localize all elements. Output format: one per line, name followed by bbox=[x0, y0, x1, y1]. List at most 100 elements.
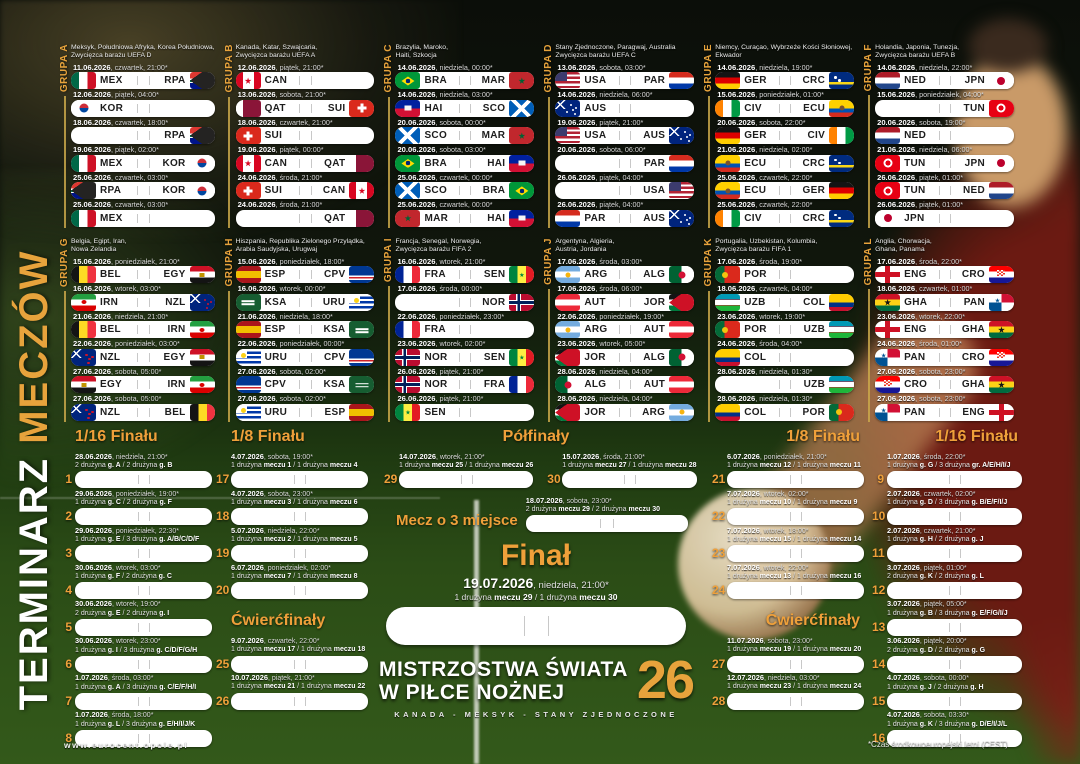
match-teams: 1 drużyna g. J / 2 drużyna g. H bbox=[887, 683, 984, 691]
mex-flag-icon bbox=[71, 209, 96, 227]
match-row: 14.06.2026, niedziela, 06:00* AUS bbox=[555, 90, 695, 117]
group-teams-line: Haiti, Szkocja bbox=[395, 52, 437, 60]
match-number: 26 bbox=[216, 693, 230, 708]
qat-flag-icon bbox=[235, 99, 261, 117]
score-divider bbox=[950, 297, 952, 307]
group-content: Belgia, Egipt, Iran, Nowa Zelandia 15.06.2… bbox=[71, 238, 215, 422]
home-team-code: ALG bbox=[584, 379, 607, 391]
home-team-code: PAR bbox=[584, 212, 606, 224]
score-divider bbox=[137, 407, 139, 417]
score-divider bbox=[148, 407, 150, 417]
group-divider-line bbox=[228, 96, 231, 228]
match-row: 21.06.2026, niedziela, 02:00* ECU CRC bbox=[715, 145, 855, 172]
uzb-flag-icon bbox=[829, 376, 855, 394]
knockout-match-8: 8 1.07.2026, środa, 18:00* 1 drużyna g. L … bbox=[60, 710, 212, 748]
match-number: 14 bbox=[872, 657, 886, 672]
score-divider bbox=[779, 352, 781, 362]
ecu-flag-icon bbox=[829, 99, 855, 117]
group-teams-description: Hiszpania, Republika Zielonego Przylądka… bbox=[236, 238, 375, 255]
match-datetime: 21.06.2026, niedziela, 02:00* bbox=[717, 145, 813, 155]
group-teams-line: Zwycięzca barażu FIFA 2 bbox=[395, 246, 472, 254]
away-team-code: CAN bbox=[322, 185, 346, 197]
match-datetime: 2.07.2026, czwartek, 02:00* bbox=[887, 488, 976, 498]
group-teams-description: Argentyna, Algieria, Austria, Jordania bbox=[555, 238, 694, 255]
score-divider bbox=[630, 270, 632, 280]
score-divider bbox=[790, 586, 792, 596]
match-score-bar: PAR AUS bbox=[555, 209, 695, 227]
match-score-bar bbox=[231, 508, 368, 526]
score-divider bbox=[959, 697, 961, 707]
fra-flag-icon bbox=[395, 266, 421, 284]
score-divider bbox=[790, 213, 792, 223]
match-score-bar: SCO MAR bbox=[395, 127, 535, 145]
group-content: Holandia, Japonia, Tunezja, Zwycięzca bar… bbox=[875, 44, 1014, 228]
ned-flag-icon bbox=[875, 127, 901, 145]
match-datetime: 15.07.2026, środa, 21:00* bbox=[562, 451, 645, 461]
match-number: 20 bbox=[216, 583, 230, 598]
esp-flag-icon bbox=[235, 321, 261, 339]
match-score-bar bbox=[887, 693, 1022, 711]
home-team-code: PAN bbox=[904, 351, 926, 363]
match-row: 19.06.2026, piątek, 02:00* MEX KOR bbox=[71, 145, 215, 172]
score-divider bbox=[619, 325, 621, 335]
score-divider bbox=[310, 407, 312, 417]
group-f: GRUPA F Holandia, Japonia, Tunezja, Zwycię… bbox=[862, 44, 1014, 228]
match-teams: 1 drużyna meczu 13 / 1 drużyna meczu 16 bbox=[727, 572, 862, 580]
match-row: 20.06.2026, sobota, 22:00* GER CIV bbox=[715, 118, 855, 145]
match-number: 2 bbox=[65, 509, 72, 524]
score-divider bbox=[790, 512, 792, 522]
score-divider bbox=[137, 76, 139, 86]
eng-flag-icon bbox=[875, 266, 901, 284]
rpa-flag-icon bbox=[189, 72, 215, 90]
match-row: 24.06.2026, środa, 21:00* SUI CAN bbox=[235, 173, 375, 200]
home-team-code: HAI bbox=[424, 102, 443, 114]
poster-title-meczow: MECZÓW bbox=[12, 249, 56, 444]
fra-flag-icon bbox=[395, 321, 421, 339]
round-of-16-left-entries: 17 4.07.2026, sobota, 19:00* 1 drużyna mec… bbox=[216, 452, 368, 600]
match-row: 23.06.2026, wtorek, 19:00* POR UZB bbox=[715, 312, 855, 339]
score-divider bbox=[779, 380, 781, 390]
home-team-code: GER bbox=[744, 130, 767, 142]
score-divider bbox=[304, 512, 306, 522]
aut-flag-icon bbox=[555, 293, 581, 311]
irn-flag-icon bbox=[189, 321, 215, 339]
knockout-match-1: 1 28.06.2026, niedziela, 21:00* 2 drużyna … bbox=[60, 452, 212, 489]
score-divider bbox=[630, 352, 632, 362]
away-team-code: ECU bbox=[803, 102, 826, 114]
score-divider bbox=[790, 380, 792, 390]
away-team-code: CRC bbox=[802, 75, 826, 87]
group-teams-line: Zwycięzca barażu UEFA D bbox=[71, 52, 152, 60]
match-score-bar bbox=[887, 582, 1022, 600]
score-divider bbox=[938, 352, 940, 362]
match-datetime: 13.06.2026, sobota, 03:00* bbox=[557, 63, 646, 72]
score-divider bbox=[299, 186, 301, 196]
group-side: GRUPA J bbox=[542, 238, 555, 422]
third-place-score-bar bbox=[525, 515, 688, 533]
home-team-code: AUT bbox=[584, 296, 606, 308]
home-team-code: POR bbox=[744, 324, 767, 336]
match-score-bar: URU ESP bbox=[235, 403, 375, 421]
knockout-match-14: 14 3.06.2026, piątek, 20:00* 2 drużyna g. … bbox=[872, 636, 1022, 674]
group-divider-line bbox=[387, 96, 390, 228]
match-score-bar: MEX RPA bbox=[71, 72, 215, 90]
match-number: 1 bbox=[65, 472, 72, 487]
tun-flag-icon bbox=[988, 99, 1014, 117]
group-teams-line: Zwycięzca barażu FIFA 1 bbox=[715, 246, 792, 254]
score-divider bbox=[779, 103, 781, 113]
score-divider bbox=[619, 352, 621, 362]
match-score-bar: ECU GER bbox=[715, 182, 855, 200]
score-divider bbox=[148, 297, 150, 307]
match-datetime: 3.06.2026, piątek, 20:00* bbox=[887, 636, 967, 646]
match-score-bar bbox=[75, 582, 212, 600]
knockout-match-2: 2 29.06.2026, poniedziałek, 19:00* 1 druży… bbox=[60, 489, 212, 526]
match-number: 13 bbox=[872, 620, 886, 635]
score-divider bbox=[800, 696, 802, 706]
away-team-code: ENG bbox=[962, 406, 985, 418]
knockout-match-13: 13 3.07.2026, piątek, 05:00* 1 drużyna g. … bbox=[872, 600, 1022, 637]
match-score-bar: FRA SEN bbox=[395, 266, 535, 284]
jpn-flag-icon bbox=[988, 72, 1014, 90]
match-datetime: 9.07.2026, czwartek, 22:00* bbox=[231, 635, 320, 645]
center-column: Półfinały 29 14.07.2026, wtorek, 21:00* 1 … bbox=[379, 428, 697, 719]
group-teams-line: Anglia, Chorwacja, bbox=[875, 238, 932, 245]
kor-flag-icon bbox=[71, 99, 96, 117]
